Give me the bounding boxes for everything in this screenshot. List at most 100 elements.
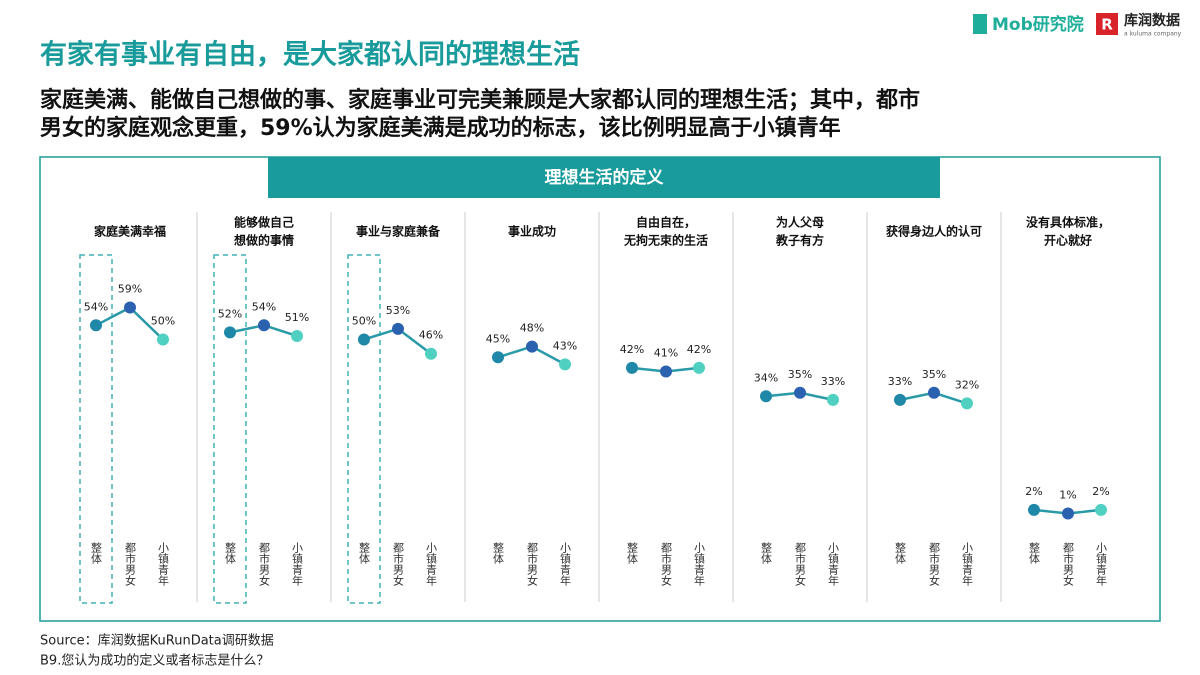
category-label: 都市男女 [526,542,539,587]
point [660,365,672,378]
category-label: 都市男女 [660,542,673,587]
category-label: 整体 [626,541,639,564]
kurun-icon-letter: R [1101,16,1113,34]
value-label: 53% [386,304,410,317]
point [1062,507,1074,520]
value-label: 1% [1059,488,1076,501]
value-label: 43% [553,339,577,352]
value-label: 54% [84,300,108,313]
point [794,386,806,399]
point [258,319,270,332]
panel-title: 教子有方 [775,233,824,248]
category-label: 整体 [90,541,103,564]
point [224,326,236,339]
point [1095,503,1107,516]
section-bar [268,157,940,198]
category-label: 整体 [760,541,773,564]
value-label: 35% [922,368,946,381]
panel-title: 获得身边人的认可 [885,224,982,239]
category-label: 整体 [1028,541,1041,564]
point [894,393,906,406]
category-label: 整体 [894,541,907,564]
point [392,322,404,335]
subtitle-line: 男女的家庭观念更重，59%认为家庭美满是成功的标志，该比例明显高于小镇青年 [40,115,841,141]
point [526,340,538,353]
point [827,393,839,406]
category-label: 小镇青年 [1095,542,1108,586]
value-label: 35% [788,368,812,381]
category-label: 小镇青年 [961,542,974,586]
value-label: 50% [151,315,175,328]
category-label: 都市男女 [124,542,137,587]
page-title: 有家有事业有自由，是大家都认同的理想生活 [40,39,580,71]
category-label: 都市男女 [258,542,271,587]
point [358,333,370,346]
panel-title: 开心就好 [1044,233,1092,248]
logo-kurun: 库润数据 [1124,12,1180,29]
category-label: 都市男女 [928,542,941,587]
value-label: 2% [1025,485,1042,498]
category-label: 小镇青年 [827,542,840,586]
category-label: 都市男女 [1062,542,1075,587]
mob-icon [973,14,987,34]
point [626,361,638,374]
point [492,351,504,364]
point [157,333,169,346]
value-label: 46% [419,329,443,342]
section-title: 理想生活的定义 [545,167,664,188]
highlight-box [347,254,381,604]
value-label: 45% [486,332,510,345]
source: Source：库润数据KuRunData调研数据 [40,633,274,649]
logo-kurun-sub: a kuluma company [1124,31,1182,38]
category-label: 都市男女 [794,542,807,587]
category-label: 整体 [492,541,505,564]
point [928,386,940,399]
value-label: 42% [687,343,711,356]
category-label: 都市男女 [392,542,405,587]
point [693,361,705,374]
category-label: 整体 [224,541,237,564]
highlight-box [213,254,247,604]
value-label: 33% [888,375,912,388]
value-label: 48% [520,322,544,335]
value-label: 34% [754,371,778,384]
value-label: 33% [821,375,845,388]
value-label: 51% [285,311,309,324]
category-label: 小镇青年 [425,542,438,586]
point [90,319,102,332]
category-label: 小镇青年 [693,542,706,586]
point [559,358,571,371]
value-label: 52% [218,307,242,320]
point [124,301,136,314]
subtitle-line: 家庭美满、能做自己想做的事、家庭事业可完美兼顾是大家都认同的理想生活；其中，都市 [40,87,920,113]
value-label: 32% [955,378,979,391]
panel-title: 没有具体标准， [1026,215,1110,230]
panel-title: 能够做自己 [234,215,294,230]
value-label: 2% [1092,485,1109,498]
category-label: 小镇青年 [157,542,170,586]
point [1028,503,1040,516]
point [760,390,772,403]
note: B9.您认为成功的定义或者标志是什么？ [40,653,269,669]
point [291,329,303,342]
point [961,397,973,410]
value-label: 50% [352,315,376,328]
panel-title: 无拘无束的生活 [623,233,708,248]
panel-title: 事业成功 [508,224,556,239]
panel-title: 想做的事情 [233,233,294,248]
panel-title: 家庭美满幸福 [94,224,166,239]
panel-title: 为人父母 [776,215,824,230]
panel-title: 自由自在， [636,215,696,230]
value-label: 54% [252,300,276,313]
panel-title: 事业与家庭兼备 [356,224,441,239]
category-label: 小镇青年 [559,542,572,586]
point [425,347,437,360]
category-label: 整体 [358,541,371,564]
kurun-icon [1096,13,1118,35]
value-label: 59% [118,283,142,296]
value-label: 42% [620,343,644,356]
logo-mob: Mob研究院 [992,14,1084,35]
